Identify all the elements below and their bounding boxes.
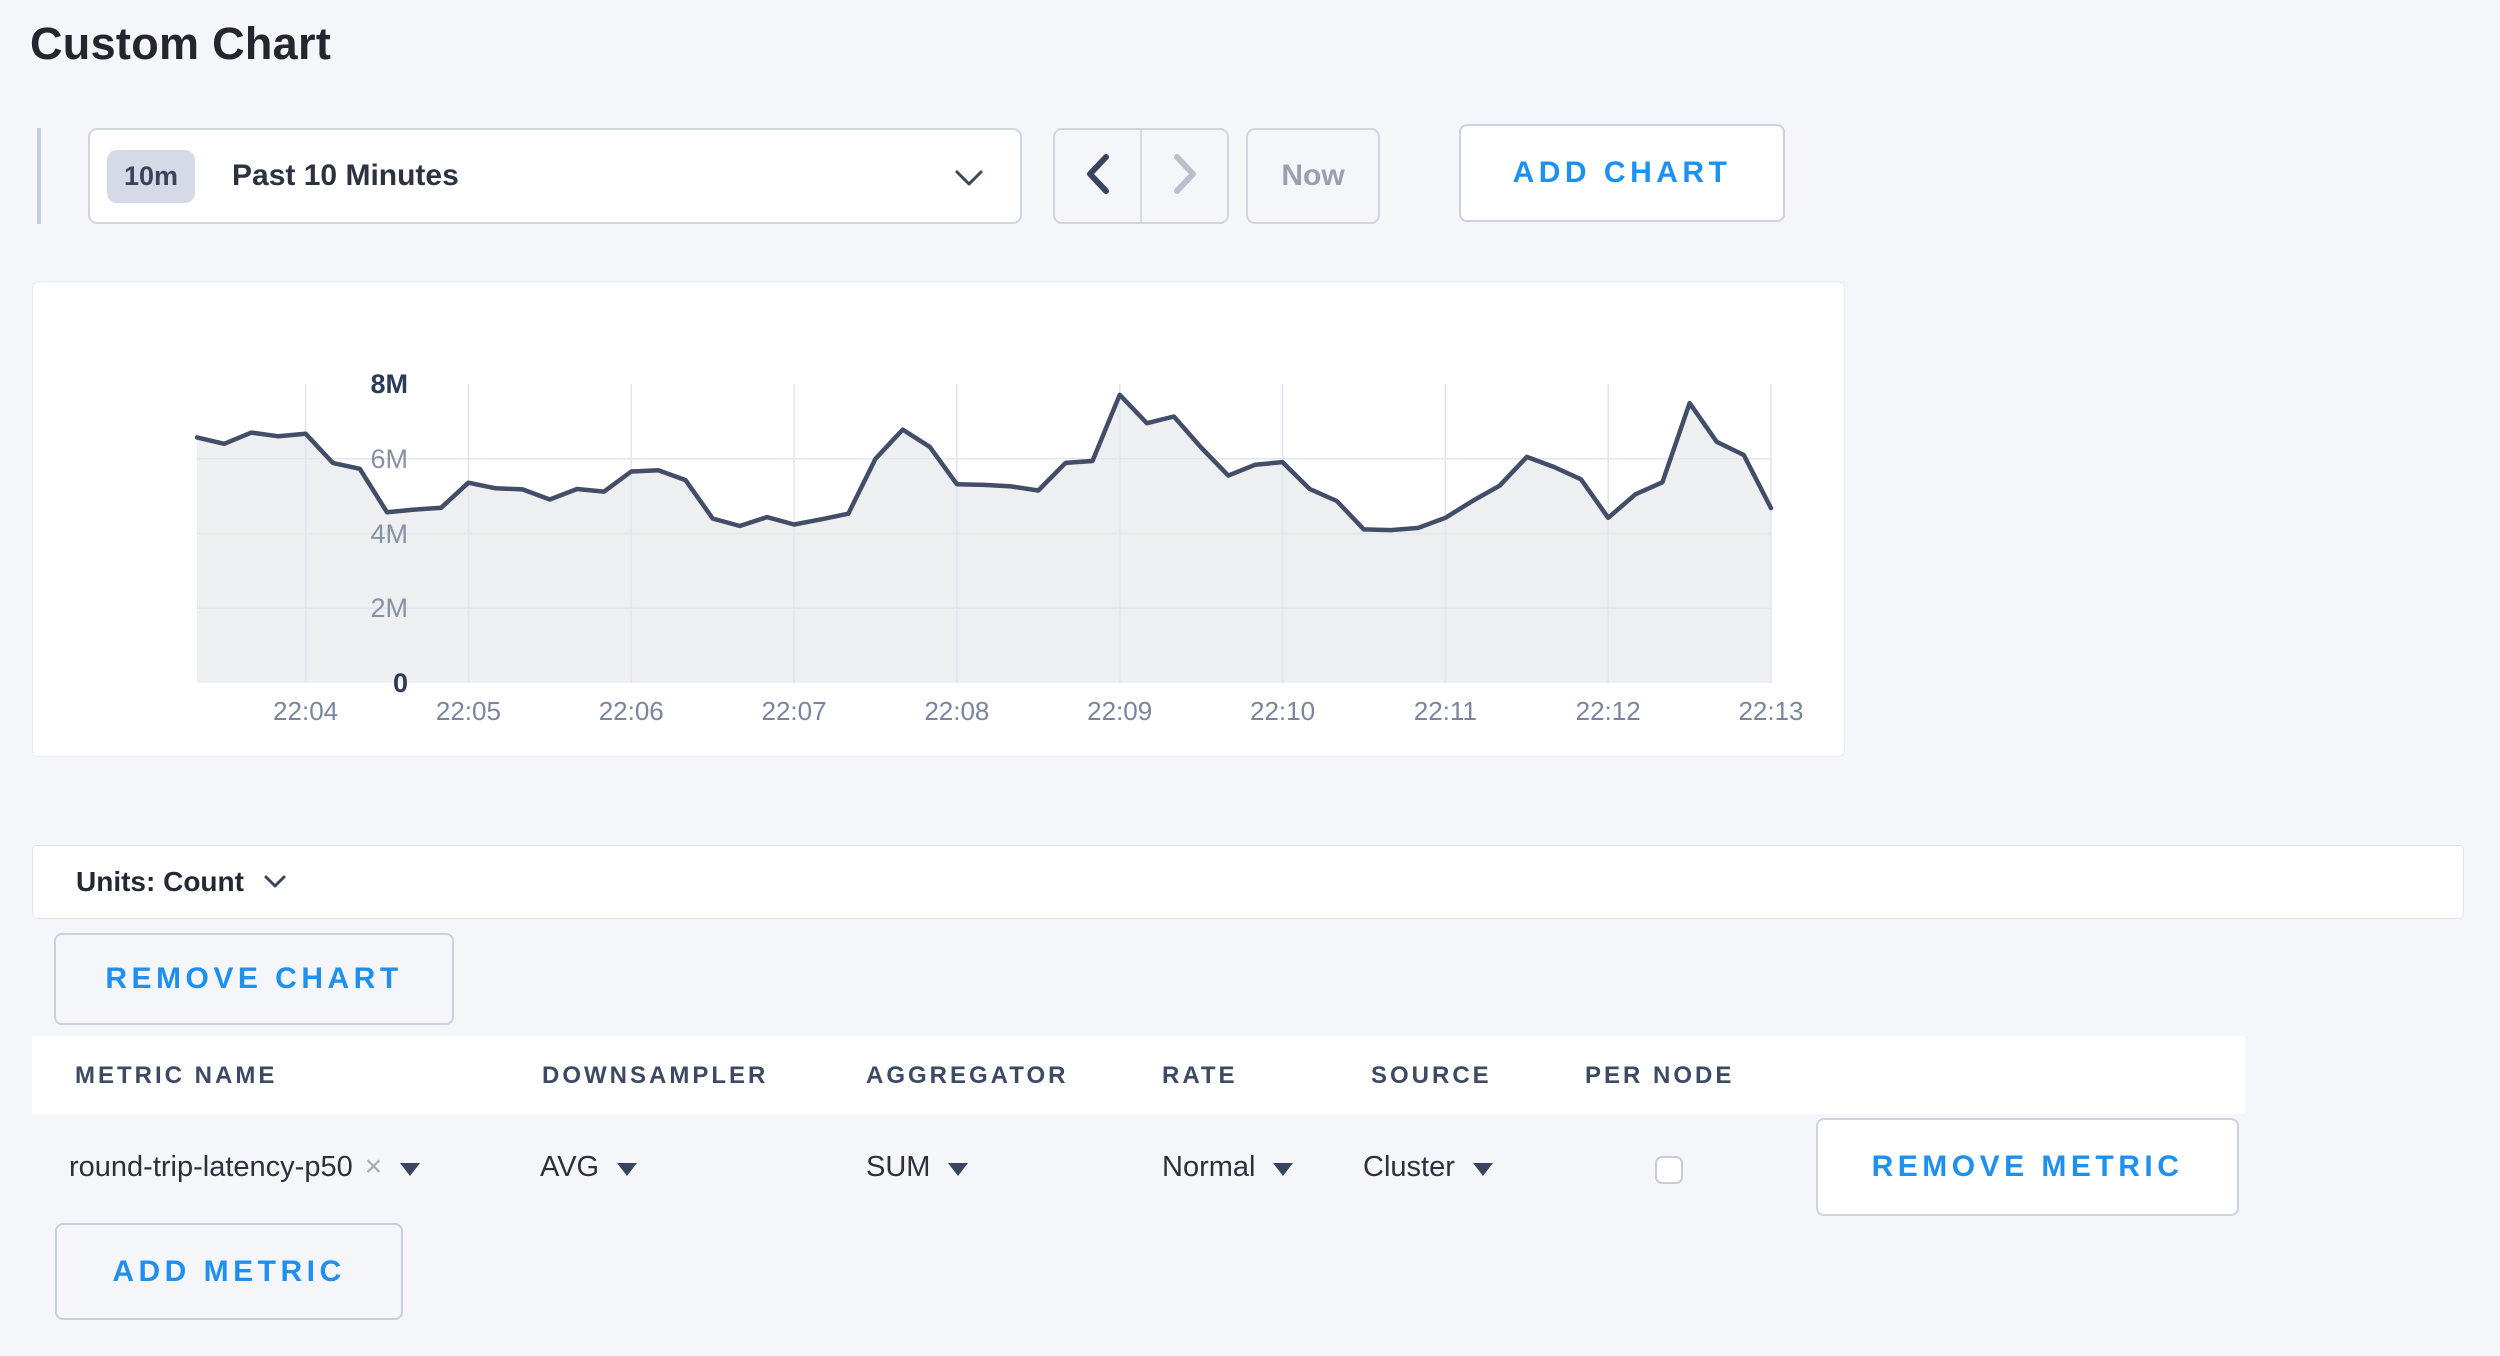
metric-name-dropdown[interactable]: round-trip-latency-p50 × (69, 1114, 421, 1220)
units-label: Units: Count (76, 866, 244, 897)
x-tick-label: 22:04 (273, 696, 339, 726)
caret-down-icon (948, 1162, 969, 1176)
time-back-button[interactable] (1055, 130, 1142, 222)
timeseries-plot (194, 384, 1774, 683)
units-dropdown[interactable]: Units: Count (32, 845, 2464, 919)
add-chart-button[interactable]: ADD CHART (1459, 124, 1785, 222)
chevron-left-icon (1085, 153, 1111, 200)
column-source: SOURCE (1371, 1062, 1492, 1089)
caret-down-icon (617, 1162, 638, 1176)
time-range-select[interactable]: 10m Past 10 Minutes (88, 128, 1022, 224)
caret-down-icon (400, 1162, 421, 1176)
downsampler-value: AVG (540, 1150, 600, 1183)
page-title: Custom Chart (30, 18, 332, 69)
caret-down-icon (1273, 1162, 1294, 1176)
remove-metric-button[interactable]: REMOVE METRIC (1816, 1118, 2239, 1216)
source-value: Cluster (1363, 1150, 1455, 1183)
chevron-right-icon (1172, 153, 1198, 200)
series-line (194, 392, 1774, 533)
add-metric-button[interactable]: ADD METRIC (55, 1223, 403, 1320)
metric-name-value: round-trip-latency-p50 (69, 1150, 353, 1183)
rate-dropdown[interactable]: Normal (1162, 1114, 1294, 1220)
time-range-label: Past 10 Minutes (232, 159, 459, 192)
now-button[interactable]: Now (1246, 128, 1380, 224)
time-range-badge: 10m (107, 149, 196, 203)
chevron-down-icon (264, 875, 286, 894)
source-dropdown[interactable]: Cluster (1363, 1114, 1493, 1220)
column-downsampler: DOWNSAMPLER (542, 1062, 769, 1089)
rate-value: Normal (1162, 1150, 1256, 1183)
caret-down-icon (1472, 1162, 1493, 1176)
time-forward-button[interactable] (1142, 130, 1227, 222)
column-metric-name: METRIC NAME (75, 1062, 278, 1089)
aggregator-dropdown[interactable]: SUM (866, 1114, 969, 1220)
x-tick-label: 22:09 (1087, 696, 1153, 726)
remove-metric-tag-icon[interactable]: × (364, 1150, 383, 1183)
x-tick-label: 22:11 (1413, 696, 1477, 726)
toolbar-accent-divider (37, 128, 41, 224)
downsampler-dropdown[interactable]: AVG (540, 1114, 638, 1220)
column-aggregator: AGGREGATOR (866, 1062, 1069, 1089)
aggregator-value: SUM (866, 1150, 931, 1183)
x-tick-label: 22:12 (1575, 696, 1641, 726)
y-tick-label: 0 (392, 668, 408, 698)
x-tick-label: 22:08 (924, 696, 990, 726)
y-tick-label: 4M (370, 518, 408, 549)
x-tick-label: 22:05 (435, 696, 501, 726)
y-tick-label: 6M (370, 443, 408, 474)
x-tick-label: 22:07 (761, 696, 827, 726)
chevron-down-icon (954, 169, 984, 193)
y-tick-label: 8M (370, 369, 408, 399)
area-chart-svg (194, 384, 1774, 683)
x-tick-label: 22:10 (1249, 696, 1316, 726)
time-nav-group (1053, 128, 1229, 224)
y-tick-label: 2M (370, 593, 408, 624)
column-rate: RATE (1162, 1062, 1238, 1089)
per-node-checkbox[interactable] (1655, 1156, 1683, 1184)
series-area-fill (197, 394, 1771, 683)
x-tick-label: 22:06 (598, 696, 664, 726)
metric-row: round-trip-latency-p50 × AVG SUM Normal … (32, 1114, 2464, 1220)
column-per-node: PER NODE (1585, 1062, 1735, 1089)
chart-card: 8M 6M 4M 2M 0 22:04 22:05 22:06 22:07 22:08 22:09… (32, 281, 1845, 757)
remove-chart-button[interactable]: REMOVE CHART (54, 933, 454, 1025)
metrics-table-header: METRIC NAME DOWNSAMPLER AGGREGATOR RATE … (32, 1036, 2245, 1114)
x-tick-label: 22:13 (1738, 696, 1804, 726)
